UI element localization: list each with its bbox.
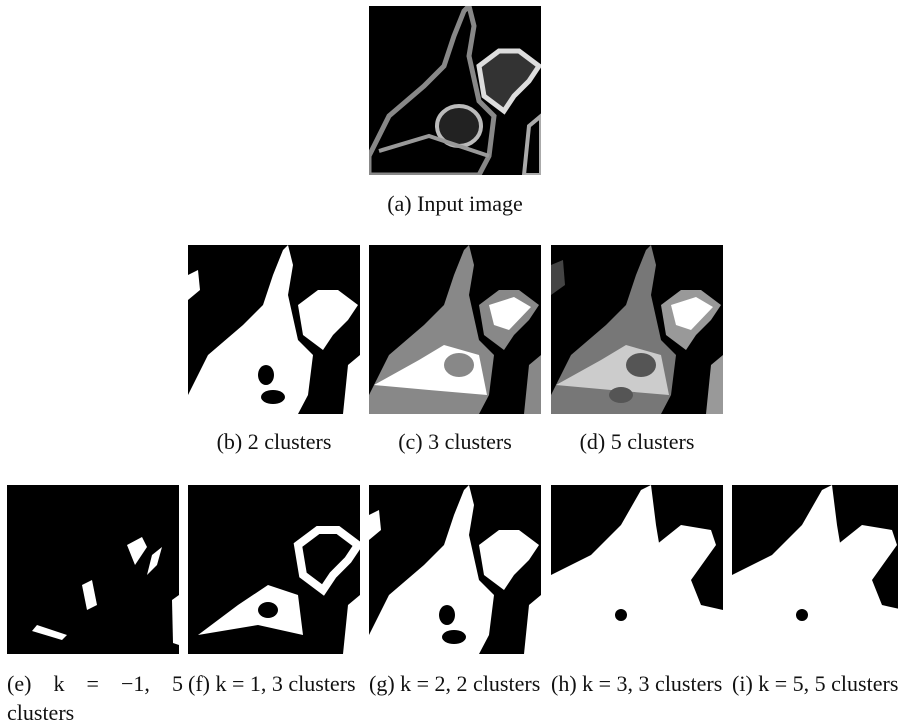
shape: [258, 602, 278, 618]
caption: (a) Input image: [325, 189, 585, 218]
shape: [524, 116, 541, 175]
shape: [369, 485, 494, 654]
shape: [298, 290, 358, 350]
shape: [796, 609, 808, 621]
shape: [551, 260, 565, 295]
shape: [343, 355, 360, 414]
image: [369, 485, 541, 654]
shape: [188, 270, 200, 300]
shape: [343, 595, 360, 654]
picture: [551, 485, 723, 654]
shape: [706, 355, 723, 414]
picture: [551, 245, 723, 414]
shape: [626, 353, 656, 377]
figure: (a) Input image (b) 2 clusters (c) 3 clu…: [0, 0, 898, 722]
picture: [369, 245, 541, 414]
shape: [172, 595, 179, 645]
image: [369, 6, 541, 175]
picture: [732, 485, 898, 654]
shape: [82, 580, 97, 610]
shape: [198, 585, 303, 635]
shape: [369, 510, 381, 540]
caption: (e) k = −1, 5 clusters: [7, 669, 183, 722]
image: [369, 245, 541, 414]
picture: [188, 245, 360, 414]
shape: [615, 609, 627, 621]
shape: [261, 390, 285, 404]
picture: [369, 485, 541, 654]
shape: [32, 625, 67, 640]
caption: (i) k = 5, 5 clusters: [732, 669, 898, 698]
image: [188, 245, 360, 414]
image: [732, 485, 898, 654]
shape: [258, 365, 274, 385]
shape: [479, 51, 539, 111]
picture: [7, 485, 179, 654]
shape: [298, 530, 358, 590]
image: [551, 245, 723, 414]
picture: [188, 485, 360, 654]
caption: (f) k = 1, 3 clusters: [188, 669, 364, 698]
shape: [444, 353, 474, 377]
image: [188, 485, 360, 654]
caption: (g) k = 2, 2 clusters: [369, 669, 545, 698]
image: [551, 485, 723, 654]
shape: [609, 387, 633, 403]
caption: (d) 5 clusters: [507, 427, 767, 456]
image: [7, 485, 179, 654]
caption: (h) k = 3, 3 clusters: [551, 669, 727, 698]
shape: [188, 245, 313, 414]
shape: [524, 355, 541, 414]
shape: [127, 537, 147, 565]
shape: [147, 547, 162, 575]
shape: [439, 605, 455, 625]
shape: [442, 630, 466, 644]
shape: [524, 595, 541, 654]
picture: [369, 6, 541, 175]
shape: [479, 530, 539, 590]
